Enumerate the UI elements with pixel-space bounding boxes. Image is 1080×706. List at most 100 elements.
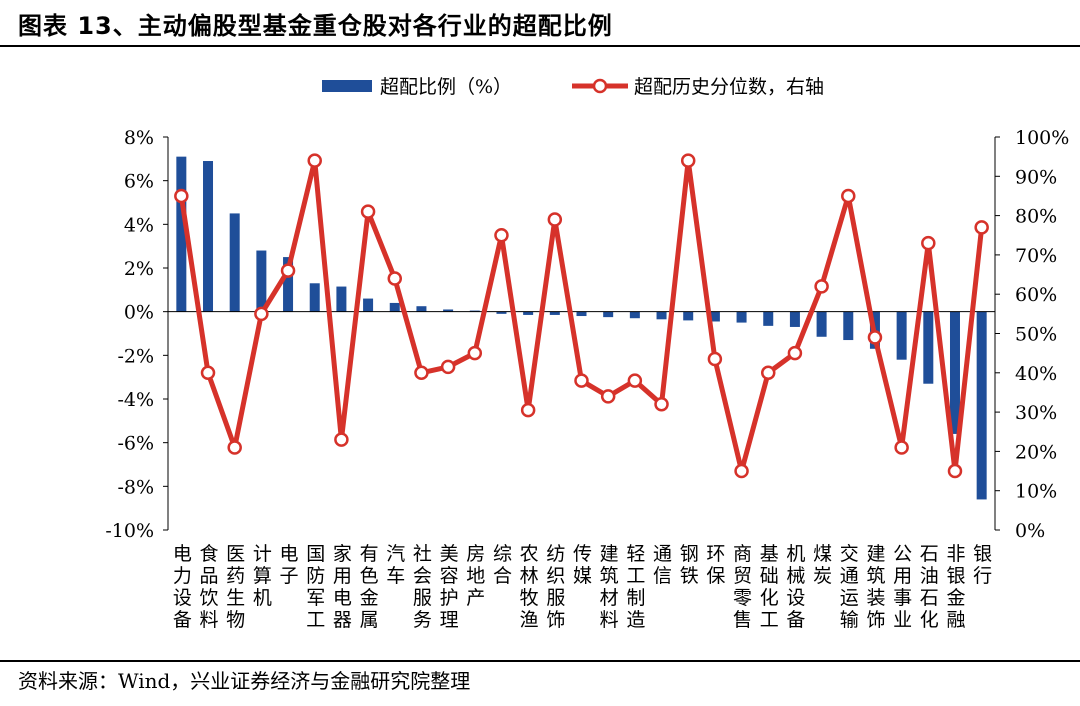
- category-label: 用: [333, 565, 352, 587]
- figure-header: 图表 13、主动偏股型基金重仓股对各行业的超配比例: [0, 0, 1080, 46]
- category-label: 械: [786, 565, 805, 587]
- category-label: 装: [866, 587, 885, 609]
- category-label: 林: [520, 565, 539, 587]
- category-label: 贸: [733, 565, 752, 587]
- category-label: 通: [653, 543, 672, 565]
- bar: [203, 161, 214, 312]
- category-label: 行: [973, 565, 992, 587]
- percentile-point: [520, 402, 536, 418]
- left-tick-label: 2%: [124, 258, 154, 280]
- percentile-point: [174, 188, 189, 204]
- category-label: 设: [173, 587, 192, 609]
- category-label: 车: [386, 565, 405, 587]
- chart: 8% 6% 4% 2% 0% -2% -4% -6% -8% -10% 100% 90% 80% 70% 6…: [105, 76, 1069, 631]
- bar: [976, 311, 987, 500]
- percentile-point: [414, 365, 429, 381]
- category-label: 防: [306, 565, 325, 587]
- category-label: 算: [253, 565, 272, 587]
- figure-title: 图表 13、主动偏股型基金重仓股对各行业的超配比例: [18, 12, 613, 40]
- category-label: 基: [760, 543, 779, 565]
- category-label: 有: [360, 543, 379, 565]
- percentile-point: [841, 188, 856, 204]
- category-label: 石: [920, 543, 939, 565]
- category-label: 社: [413, 543, 432, 565]
- category-label: 商: [733, 543, 752, 565]
- percentile-point: [467, 345, 483, 361]
- category-label: 国: [306, 543, 325, 565]
- category-label: 备: [173, 609, 192, 631]
- category-label: 综: [493, 543, 512, 565]
- legend-line-marker: [592, 78, 608, 94]
- category-label: 机: [786, 543, 805, 565]
- category-label: 钢: [680, 543, 699, 565]
- bar: [656, 311, 667, 320]
- category-label: 地: [466, 565, 485, 587]
- category-label: 电: [280, 543, 299, 565]
- category-label: 传: [573, 543, 592, 565]
- category-label: 轻: [626, 543, 645, 565]
- category-label: 纺: [546, 543, 565, 565]
- bar: [603, 311, 614, 318]
- bar: [256, 250, 267, 312]
- category-label: 料: [200, 609, 219, 631]
- category-label: 合: [493, 565, 512, 587]
- category-label: 会: [413, 565, 432, 587]
- percentile-point: [680, 153, 696, 168]
- category-label: 饮: [200, 587, 219, 609]
- category-label: 保: [706, 565, 725, 587]
- category-label: 服: [413, 587, 432, 609]
- bar: [549, 311, 560, 315]
- category-label: 筑: [600, 565, 619, 587]
- percentile-point: [360, 204, 376, 219]
- bar: [496, 311, 507, 314]
- category-label: 医: [226, 543, 245, 565]
- category-label: 事: [893, 587, 912, 609]
- category-label: 理: [440, 609, 459, 631]
- category-label: 护: [440, 587, 459, 609]
- category-label: 交: [840, 543, 859, 565]
- category-label: 食: [200, 543, 219, 565]
- right-tick-label: 60%: [1015, 284, 1057, 306]
- percentile-point: [440, 359, 456, 375]
- left-tick-label: 6%: [124, 171, 154, 193]
- percentile-point: [387, 271, 403, 286]
- category-label: 建: [600, 543, 619, 565]
- category-label: 汽: [386, 543, 405, 565]
- category-label: 生: [226, 587, 245, 609]
- category-label: 化: [760, 587, 779, 609]
- category-label: 务: [413, 609, 432, 631]
- left-tick-label: -2%: [117, 345, 154, 367]
- bar: [229, 213, 240, 312]
- bar: [443, 309, 454, 312]
- percentile-point: [947, 463, 963, 479]
- legend-line-label: 超配历史分位数，右轴: [634, 76, 824, 98]
- category-label: 农: [520, 543, 539, 565]
- category-label: 造: [626, 609, 645, 631]
- bar: [789, 311, 800, 327]
- category-label: 属: [360, 609, 379, 631]
- category-label: 信: [653, 565, 672, 587]
- category-label: 油: [920, 565, 939, 587]
- percentile-point: [227, 440, 242, 455]
- category-label: 子: [280, 565, 299, 587]
- category-label: 制: [626, 587, 645, 609]
- percentile-point: [760, 365, 776, 381]
- category-label: 材: [600, 587, 619, 609]
- bar: [816, 311, 827, 337]
- right-tick-label: 100%: [1015, 127, 1069, 149]
- percentile-point: [867, 330, 883, 345]
- category-label: 军: [306, 587, 325, 609]
- category-label: 铁: [680, 565, 699, 587]
- category-label: 通: [840, 565, 859, 587]
- bar: [736, 311, 747, 323]
- legend-bar-swatch: [322, 80, 372, 92]
- category-label: 家: [333, 543, 352, 565]
- left-tick-label: -4%: [117, 389, 154, 411]
- category-label: 环: [706, 543, 725, 565]
- percentile-point: [574, 373, 589, 388]
- category-label: 工: [760, 609, 779, 631]
- category-label: 非: [946, 543, 965, 565]
- left-tick-label: 0%: [124, 302, 154, 324]
- percentile-point: [334, 432, 349, 447]
- bar: [709, 311, 720, 322]
